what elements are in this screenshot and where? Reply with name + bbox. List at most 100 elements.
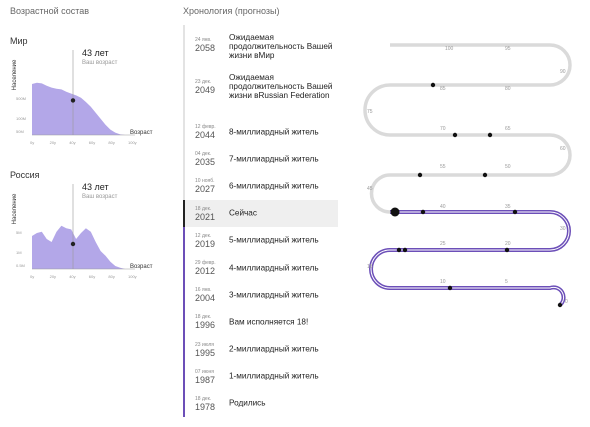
snake-age-label: 75 (367, 109, 373, 115)
snake-age-label: 60 (560, 146, 566, 152)
snake-age-label: 20 (505, 241, 511, 247)
timeline-item[interactable]: 10 нояб. 2027 6-миллиардный житель (183, 172, 338, 200)
timeline-day: 24 янв. (195, 37, 212, 43)
timeline-label: 3-миллиардный житель (229, 290, 319, 300)
timeline-item[interactable]: 16 янв. 2004 3-миллиардный житель (183, 281, 338, 309)
timeline-day: 18 дек. (195, 395, 212, 402)
timeline-item[interactable]: 12 февр. 2044 8-миллиардный житель (183, 118, 338, 146)
timeline-label: 2-миллиардный житель (229, 344, 319, 354)
timeline-item[interactable]: 18 дек. 1978 Родились (183, 389, 338, 418)
snake-age-label: 10 (440, 279, 446, 285)
x-tick-label: 60y (89, 274, 95, 279)
timeline-label: Ожидаемая продолжительность Вашей жизни … (229, 33, 333, 60)
timeline-year: 1987 (195, 374, 216, 385)
timeline-date: 24 янв. 2058 (195, 37, 227, 54)
timeline-year: 2012 (195, 265, 216, 276)
timeline-label: 4-миллиардный житель (229, 263, 319, 273)
timeline-item[interactable]: 12 дек. 2019 5-миллиардный житель (183, 226, 338, 254)
russia-age-sub: Ваш возраст (82, 194, 118, 200)
x-axis-label: Возраст (130, 130, 153, 136)
snake-event-dot (504, 247, 510, 253)
snake-event-dot (417, 172, 423, 178)
timeline-item[interactable]: 07 июня 1987 1-миллиардный житель (183, 362, 338, 390)
header-timeline: Хронология (прогнозы) (183, 6, 280, 16)
snake-event-dot (557, 302, 563, 308)
world-age-chart-svg: Население 500M 100M 50M 0y 20y 40y 60y 80y 100y Во… (12, 50, 153, 145)
timeline-day: 07 июня (195, 368, 214, 375)
snake-age-label: 85 (440, 86, 446, 92)
region-title-world: Мир (10, 36, 28, 46)
x-tick-label: 20y (50, 140, 56, 145)
timeline-date: 16 янв. 2004 (195, 287, 227, 304)
y-tick-label: 500M (16, 96, 26, 101)
snake-event-dot (420, 209, 426, 215)
timeline-day: 04 дек. (195, 151, 212, 158)
timeline-item[interactable]: 04 дек. 2035 7-миллиардный житель (183, 145, 338, 173)
timeline-year: 1996 (195, 320, 216, 331)
x-tick-label: 20y (50, 274, 56, 279)
snake-age-label: 35 (505, 204, 511, 210)
timeline-label: Родились (229, 398, 266, 408)
timeline-item[interactable]: 23 дек. 2049 Ожидаемая продолжительность В… (183, 63, 338, 118)
x-tick-label: 40y (69, 274, 75, 279)
timeline-date: 23 дек. 2049 (195, 79, 227, 96)
timeline-date: 18 дек. 2021 (195, 206, 227, 223)
age-marker-dot (70, 98, 76, 103)
timeline-date: 23 июля 1995 (195, 342, 227, 359)
x-tick-label: 80y (108, 274, 114, 279)
timeline-day: 23 дек. (195, 79, 212, 85)
timeline-date: 12 дек. 2019 (195, 233, 227, 250)
snake-age-label: 25 (440, 241, 446, 247)
timeline-year: 2035 (195, 157, 216, 168)
snake-event-dot (487, 132, 493, 138)
timeline-label: Ожидаемая продолжительность Вашей жизни … (229, 73, 333, 100)
timeline-item[interactable]: 18 дек. 2021 Сейчас (183, 199, 338, 227)
x-tick-label: 0y (30, 274, 34, 279)
y-tick-label: 50M (16, 129, 24, 134)
timeline-item[interactable]: 23 июля 1995 2-миллиардный житель (183, 335, 338, 363)
timeline-item[interactable]: 18 дек. 1996 Вам исполняется 18! (183, 308, 338, 336)
snake-age-label: 40 (440, 204, 446, 210)
timeline-year: 2044 (195, 130, 216, 140)
timeline-date: 07 июня 1987 (195, 369, 227, 386)
timeline-date: 29 февр. 2012 (195, 260, 227, 277)
timeline-item[interactable]: 29 февр. 2012 4-миллиардный житель (183, 253, 338, 282)
x-tick-label: 100y (128, 274, 137, 279)
timeline-day: 10 нояб. (195, 178, 215, 185)
age-panel: Мир Население 500M 100M 50M 0y 20y 40y 60y 80y 10… (0, 0, 175, 427)
snake-track (363, 43, 572, 307)
snake-lived-centerline (370, 211, 570, 306)
timeline-label: Вам исполняется 18! (229, 317, 309, 327)
timeline-label: 8-миллиардный житель (229, 127, 319, 137)
snake-age-label: 30 (560, 226, 566, 232)
y-axis-label: Население (12, 59, 18, 90)
timeline-day: 12 дек. (195, 232, 212, 239)
snake-age-label: 100 (445, 46, 454, 52)
snake-event-dot (512, 209, 518, 215)
age-area (32, 225, 130, 269)
snake-lived-track (369, 210, 571, 307)
snake-age-label: 90 (560, 69, 566, 75)
timeline-year: 2004 (195, 293, 216, 304)
x-tick-label: 0y (30, 140, 34, 145)
timeline-label: 7-миллиардный житель (229, 154, 319, 164)
timeline-year: 2049 (195, 85, 216, 95)
snake-age-label: 5 (505, 279, 508, 285)
timeline-day: 16 янв. (195, 287, 212, 294)
russia-age-value: 43 лет (82, 182, 109, 192)
timeline-year: 2027 (195, 184, 216, 195)
region-title-russia: Россия (10, 170, 40, 180)
timeline-item[interactable]: 24 янв. 2058 Ожидаемая продолжительность В… (183, 25, 338, 63)
timeline-day: 12 февр. (195, 124, 216, 130)
timeline-list: 24 янв. 2058 Ожидаемая продолжительность В… (183, 25, 338, 418)
snake-age-label: 55 (440, 164, 446, 170)
x-axis-label: Возраст (130, 264, 153, 270)
snake-age-label: 95 (505, 46, 511, 52)
timeline-label: 1-миллиардный житель (229, 371, 319, 381)
world-age-value: 43 лет (82, 48, 109, 58)
y-tick-label: 1M (16, 250, 22, 255)
snake-event-dot (447, 285, 453, 291)
timeline-year: 2019 (195, 238, 216, 249)
timeline-label: 6-миллиардный житель (229, 181, 319, 191)
age-area (32, 82, 130, 135)
